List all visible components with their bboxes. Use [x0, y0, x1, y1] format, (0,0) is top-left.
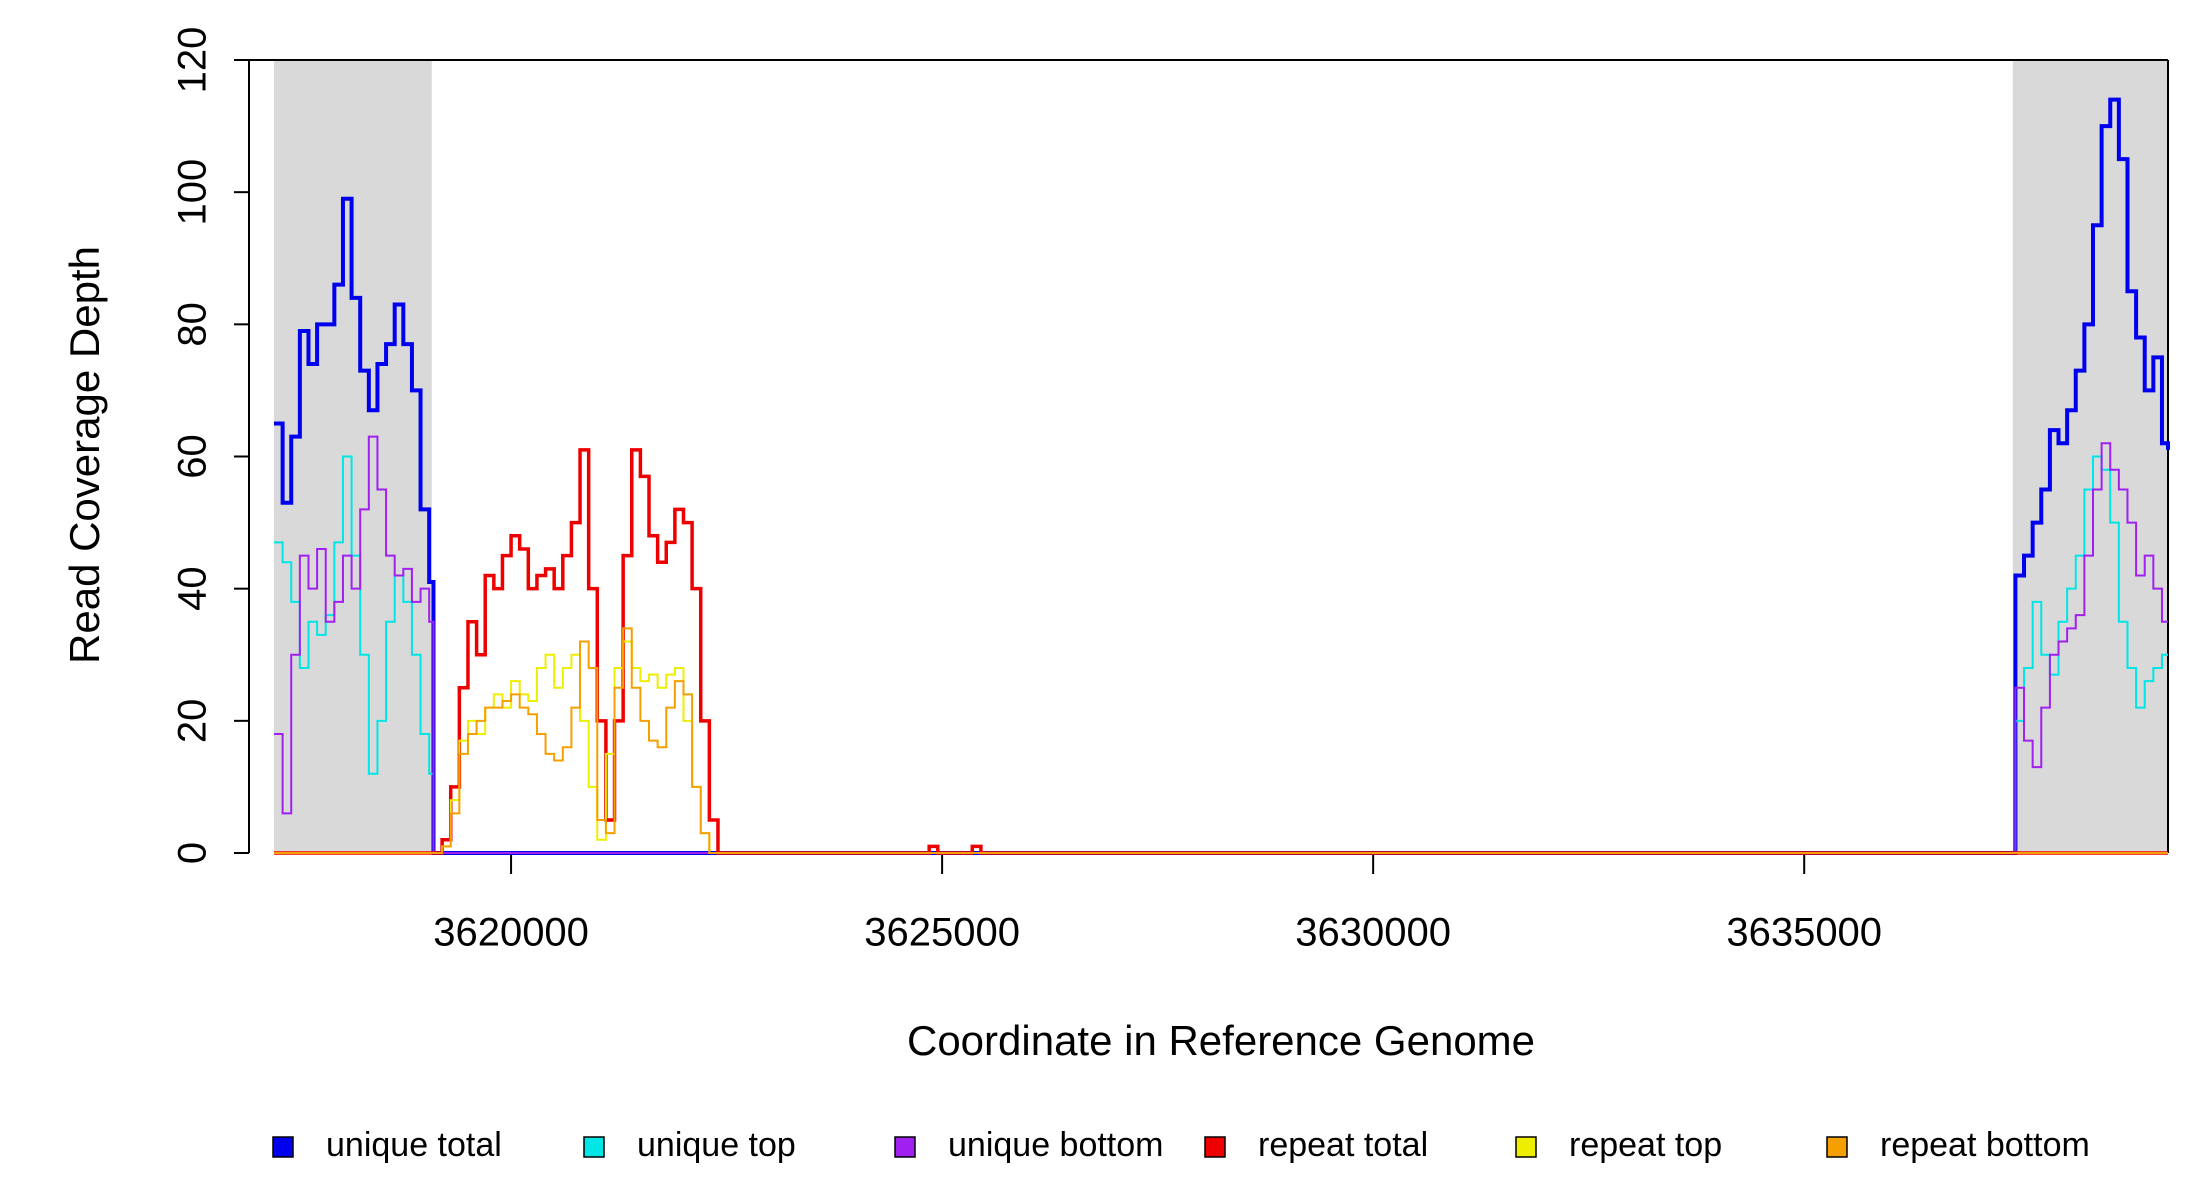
y-tick-label: 120 [171, 27, 215, 94]
y-tick-label: 100 [171, 159, 215, 226]
legend-label: unique bottom [948, 1126, 1164, 1164]
legend-swatch [583, 1136, 605, 1158]
legend-label: repeat top [1569, 1126, 1722, 1164]
y-tick-label: 0 [171, 842, 215, 864]
series-line [274, 640, 2168, 854]
y-tick-label: 40 [171, 566, 215, 611]
legend-label: unique total [326, 1126, 502, 1164]
x-axis-title: Coordinate in Reference Genome [907, 1017, 1535, 1064]
legend-swatch [1204, 1136, 1226, 1158]
y-tick-label: 60 [171, 434, 215, 479]
legend-swatch [1515, 1136, 1537, 1158]
x-tick-label: 3635000 [1726, 911, 1882, 955]
shaded-region [2012, 60, 2168, 853]
legend-swatch [1826, 1136, 1848, 1158]
legend-label: repeat total [1258, 1126, 1428, 1164]
legend-swatch [894, 1136, 916, 1158]
x-tick-label: 3630000 [1295, 911, 1451, 955]
series-line [274, 627, 2168, 854]
shaded-region [274, 60, 432, 853]
series-line [274, 455, 2168, 854]
series-line [274, 435, 2168, 854]
series-line [274, 97, 2170, 855]
series-line [274, 448, 2168, 855]
x-tick-label: 3620000 [433, 911, 589, 955]
legend-label: repeat bottom [1880, 1126, 2090, 1164]
x-tick-label: 3625000 [864, 911, 1020, 955]
legend-label: unique top [637, 1126, 796, 1164]
y-tick-label: 80 [171, 302, 215, 347]
y-axis-title: Read Coverage Depth [61, 246, 108, 664]
legend-swatch [272, 1136, 294, 1158]
y-tick-label: 20 [171, 699, 215, 744]
